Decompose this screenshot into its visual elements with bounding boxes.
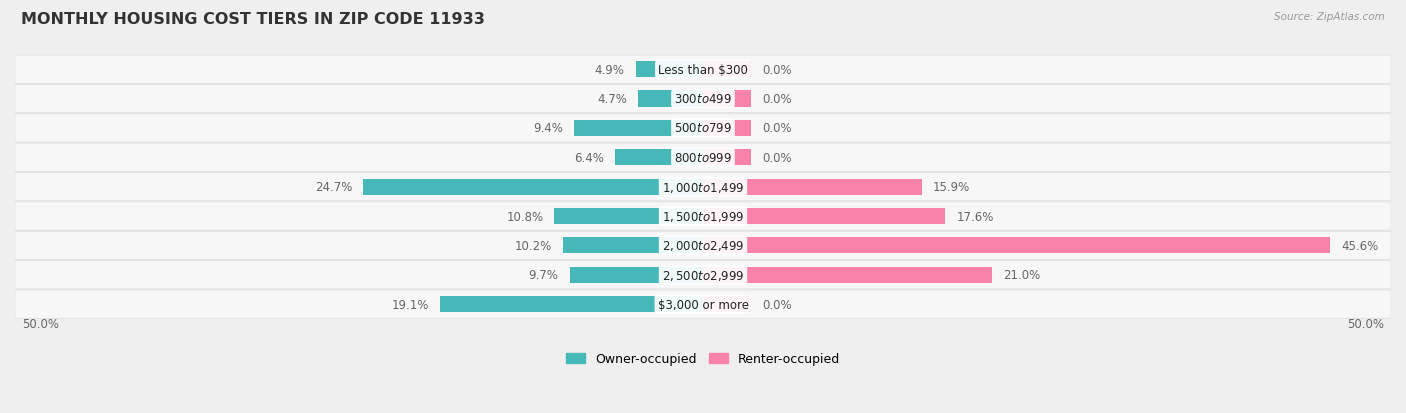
FancyBboxPatch shape [15,144,1391,172]
Bar [703,209,945,225]
Text: $3,000 or more: $3,000 or more [658,298,748,311]
Text: 17.6%: 17.6% [956,210,994,223]
Text: 10.8%: 10.8% [506,210,543,223]
Text: MONTHLY HOUSING COST TIERS IN ZIP CODE 11933: MONTHLY HOUSING COST TIERS IN ZIP CODE 1… [21,12,485,27]
Text: $500 to $799: $500 to $799 [673,122,733,135]
Bar [638,91,703,107]
Text: 4.7%: 4.7% [598,93,627,106]
Text: 50.0%: 50.0% [1347,317,1384,330]
Text: 0.0%: 0.0% [762,93,792,106]
Text: 24.7%: 24.7% [315,181,352,194]
Legend: Owner-occupied, Renter-occupied: Owner-occupied, Renter-occupied [561,347,845,370]
FancyBboxPatch shape [15,56,1391,84]
FancyBboxPatch shape [15,202,1391,230]
Bar [703,150,751,166]
Text: $1,500 to $1,999: $1,500 to $1,999 [662,209,744,223]
Text: 0.0%: 0.0% [762,152,792,164]
Bar [703,91,751,107]
Bar [574,121,703,137]
Text: 45.6%: 45.6% [1341,239,1379,252]
Text: 0.0%: 0.0% [762,298,792,311]
Text: Source: ZipAtlas.com: Source: ZipAtlas.com [1274,12,1385,22]
FancyBboxPatch shape [15,85,1391,113]
Bar [562,238,703,254]
Bar [614,150,703,166]
Bar [703,179,922,195]
Text: 0.0%: 0.0% [762,122,792,135]
Text: 6.4%: 6.4% [574,152,605,164]
Text: 10.2%: 10.2% [515,239,551,252]
Text: 9.7%: 9.7% [529,268,558,282]
Text: $800 to $999: $800 to $999 [673,152,733,164]
Text: $2,000 to $2,499: $2,000 to $2,499 [662,239,744,253]
Text: $1,000 to $1,499: $1,000 to $1,499 [662,180,744,194]
Text: 0.0%: 0.0% [762,64,792,76]
Bar [703,121,751,137]
Bar [569,267,703,283]
Text: 9.4%: 9.4% [533,122,562,135]
Bar [363,179,703,195]
FancyBboxPatch shape [15,232,1391,260]
FancyBboxPatch shape [15,173,1391,201]
Bar [703,62,751,78]
Text: 50.0%: 50.0% [22,317,59,330]
Bar [554,209,703,225]
FancyBboxPatch shape [15,290,1391,318]
FancyBboxPatch shape [15,261,1391,289]
Text: 19.1%: 19.1% [392,298,429,311]
Text: 15.9%: 15.9% [932,181,970,194]
Text: Less than $300: Less than $300 [658,64,748,76]
Bar [440,297,703,313]
FancyBboxPatch shape [15,114,1391,142]
Text: $300 to $499: $300 to $499 [673,93,733,106]
Bar [703,267,993,283]
Text: $2,500 to $2,999: $2,500 to $2,999 [662,268,744,282]
Bar [703,238,1330,254]
Text: 4.9%: 4.9% [595,64,624,76]
Bar [703,297,751,313]
Bar [636,62,703,78]
Text: 21.0%: 21.0% [1002,268,1040,282]
